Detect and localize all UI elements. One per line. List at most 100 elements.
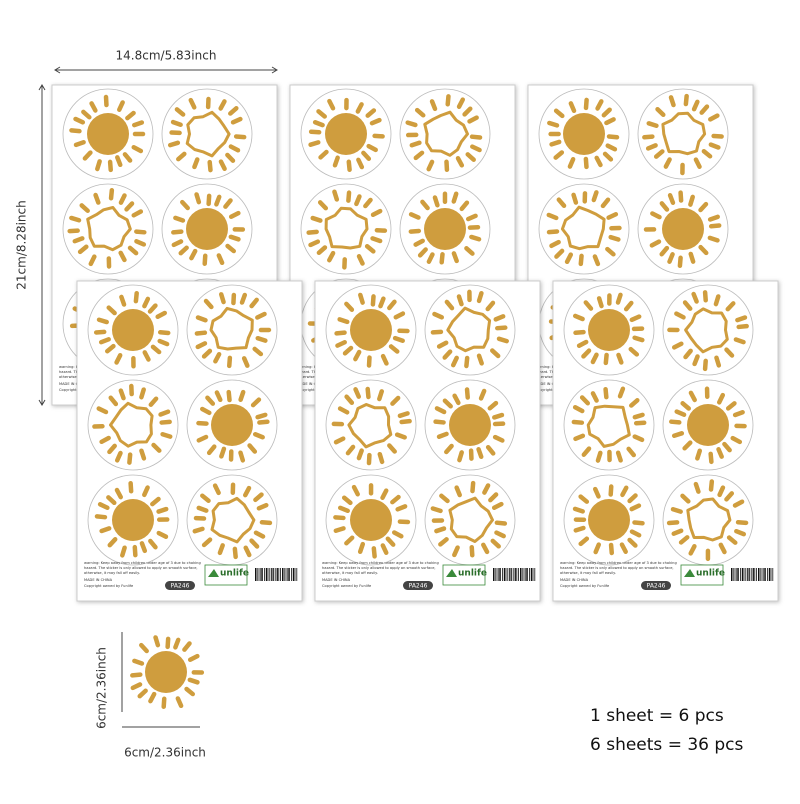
- barcode-bar: [771, 568, 772, 581]
- sun-ray: [133, 684, 140, 687]
- barcode-bar: [529, 568, 530, 581]
- sun-ray: [598, 453, 600, 461]
- sun-ray: [117, 157, 120, 164]
- sun-ray: [91, 257, 95, 264]
- sun-ray: [337, 333, 345, 334]
- sun-ray: [686, 96, 687, 104]
- barcode-bar: [767, 568, 768, 581]
- sun-ray: [459, 297, 462, 305]
- sun-ray: [606, 389, 607, 397]
- sun-ray: [714, 136, 722, 137]
- sun-ray: [574, 422, 582, 423]
- sun-core: [588, 499, 630, 541]
- sun-ray: [170, 143, 178, 145]
- sun-ray: [383, 545, 386, 552]
- sun-ray: [497, 328, 505, 329]
- sun-ray: [374, 548, 375, 556]
- barcode-bar: [507, 568, 508, 581]
- barcode-bar: [515, 568, 516, 581]
- barcode-bar: [271, 568, 272, 581]
- warning-text: otherwise, it may fall off easily.: [560, 571, 616, 575]
- sun-ray: [436, 422, 444, 423]
- sun-ray: [141, 390, 143, 398]
- sun-ray: [429, 255, 433, 262]
- sun-ray: [737, 318, 745, 321]
- sheet-height-label: 21cm/8.28inch: [15, 200, 29, 289]
- sun-ray: [690, 197, 692, 205]
- sun-ray: [705, 361, 706, 369]
- barcode-bar: [275, 568, 276, 581]
- sun-ray: [199, 437, 206, 440]
- sun-ray: [335, 517, 343, 518]
- barcode-bar: [747, 568, 748, 581]
- sun-ray: [119, 102, 122, 109]
- product-code: PA246: [171, 582, 190, 589]
- sun-ray: [697, 451, 699, 459]
- barcode-bar: [280, 568, 281, 581]
- sun-ray: [496, 316, 503, 319]
- sun-ray: [681, 193, 682, 201]
- sun-ray: [259, 422, 267, 423]
- sun-ray: [397, 435, 405, 438]
- barcode-bar: [511, 568, 512, 581]
- sun-ray: [719, 449, 722, 456]
- sun-ray: [576, 332, 584, 333]
- sun-ray: [696, 484, 699, 492]
- sun-ray: [433, 508, 441, 510]
- sun-ray: [575, 509, 583, 511]
- copyright: Copyright owned by Funlife: [84, 584, 134, 588]
- brand: unlife: [220, 569, 249, 579]
- sun-ray: [231, 237, 239, 239]
- barcode-bar: [269, 568, 270, 581]
- barcode-bar: [293, 568, 294, 581]
- sun-ray: [197, 333, 205, 334]
- sun-ray: [549, 123, 557, 125]
- barcode-bar: [504, 568, 505, 581]
- sun-ray: [711, 482, 712, 490]
- sun-ray: [313, 218, 321, 220]
- sun-ray: [433, 332, 441, 333]
- sun-ray: [162, 422, 170, 423]
- barcode-bar: [769, 568, 770, 581]
- sun-ray: [716, 358, 718, 366]
- sun-ray: [99, 409, 106, 412]
- sun-ray: [674, 531, 681, 534]
- barcode-bar: [762, 568, 763, 581]
- sun-ray: [97, 516, 105, 517]
- sun-ray: [738, 522, 746, 523]
- barcode-bar: [287, 568, 288, 581]
- sun-ray: [671, 97, 673, 105]
- sun-ray: [337, 342, 344, 345]
- sheets: warning: Keep away from children under a…: [52, 85, 778, 601]
- sun-ray: [695, 356, 698, 363]
- sun-ray: [240, 453, 242, 461]
- barcode-bar: [268, 568, 269, 581]
- sun-ray: [375, 136, 383, 137]
- sun-ray: [644, 137, 652, 138]
- sun-ray: [75, 238, 83, 241]
- sun-core: [424, 208, 466, 250]
- sun-ray: [581, 256, 582, 264]
- sun-ray: [221, 449, 224, 457]
- barcode-bar: [266, 568, 267, 581]
- sun-ray: [694, 294, 697, 301]
- barcode-bar: [289, 568, 290, 581]
- sun-ray: [472, 137, 480, 138]
- warning-text: otherwise, it may fall off easily.: [322, 571, 378, 575]
- sun-ray: [173, 122, 181, 125]
- sun-ray: [373, 238, 381, 241]
- sun-ray: [594, 192, 597, 200]
- sun-ray: [680, 258, 681, 266]
- sun-ray: [210, 162, 211, 170]
- sun-ray: [258, 415, 266, 417]
- sun-ray: [258, 338, 266, 340]
- barcode-bar: [738, 568, 739, 581]
- sun-ray: [710, 217, 718, 220]
- sun-ray: [454, 253, 457, 261]
- sun-core: [588, 309, 630, 351]
- sun-ray: [479, 449, 482, 457]
- sun-ray: [340, 508, 347, 511]
- quantity-line: 1 sheet = 6 pcs: [590, 706, 724, 726]
- sun-ray: [636, 423, 644, 424]
- sun-ray: [229, 392, 230, 400]
